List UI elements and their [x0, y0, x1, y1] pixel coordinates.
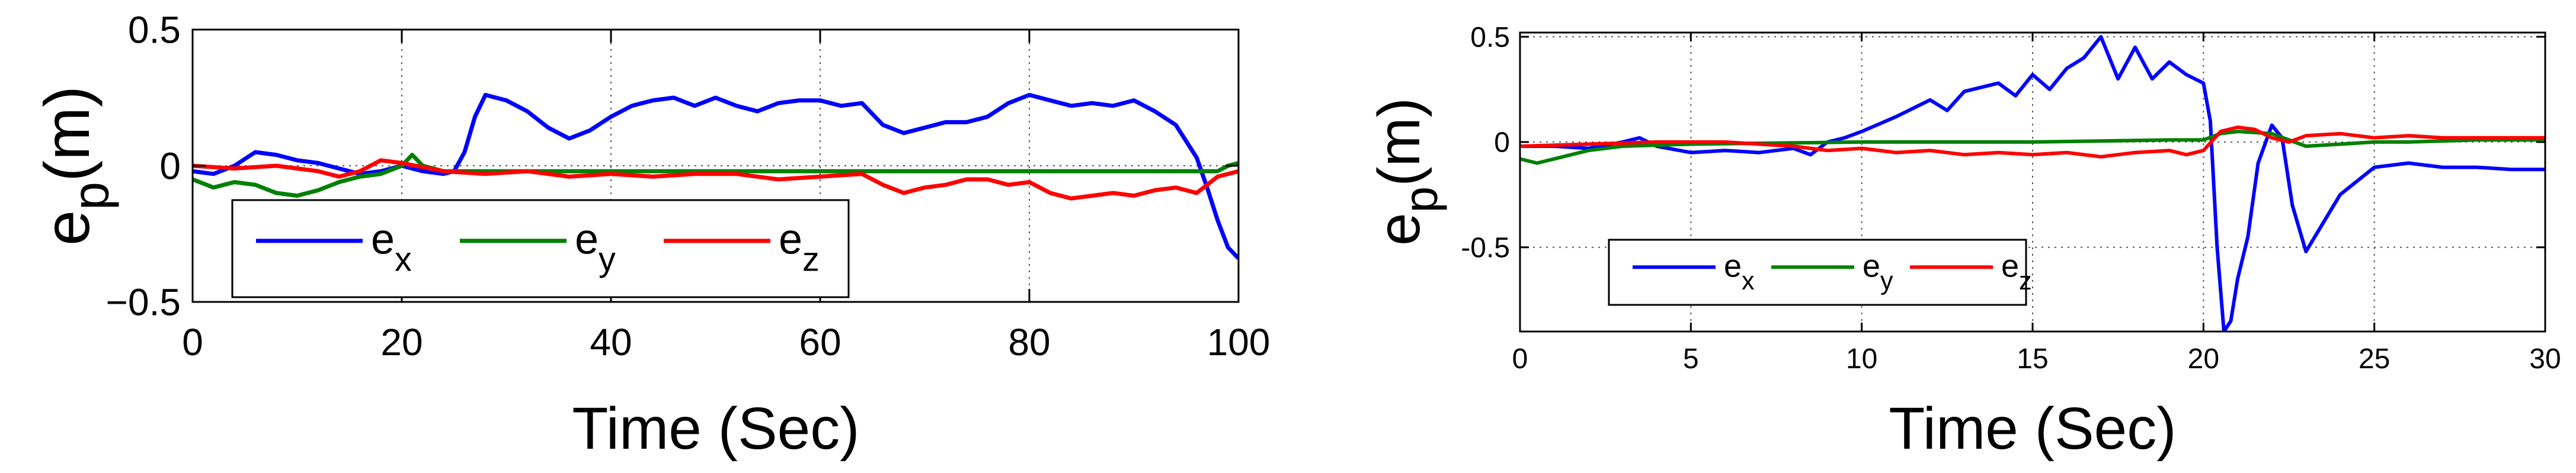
- x-tick-label: 40: [590, 321, 632, 363]
- y-tick-label: 0.5: [1470, 22, 1510, 53]
- x-tick-label: 30: [2529, 343, 2561, 375]
- y-axis-label: ep(m): [1366, 98, 1447, 246]
- series-line-ez: [1520, 126, 2545, 159]
- x-tick-label: 20: [380, 321, 423, 363]
- y-tick-label: −0.5: [106, 281, 181, 323]
- series-line-ez: [193, 158, 1239, 201]
- x-tick-label: 20: [2188, 343, 2219, 375]
- legend: ex ey ez: [1608, 239, 2032, 306]
- y-tick-label: -0.5: [1461, 233, 1510, 264]
- legend-label-ey: ey: [575, 215, 616, 278]
- y-tick-label: 0: [159, 144, 181, 187]
- y-tick-label: 0.5: [128, 8, 181, 51]
- x-tick-label: 0: [1512, 343, 1528, 375]
- x-tick-label: 15: [2017, 343, 2048, 375]
- legend-label-ex: ex: [1724, 248, 1755, 295]
- legend-label-ex: ex: [371, 215, 412, 278]
- x-tick-label: 60: [799, 321, 841, 363]
- legend-box: [1608, 239, 2027, 306]
- series-line-ex: [1520, 35, 2545, 332]
- x-tick-label: 100: [1207, 321, 1271, 363]
- y-axis-label: ep(m): [31, 86, 119, 246]
- legend-label-ez: ez: [2001, 248, 2032, 295]
- legend-label-ez: ez: [779, 215, 820, 278]
- x-tick-label: 5: [1683, 343, 1699, 375]
- y-tick-label: 0: [1494, 127, 1510, 159]
- x-axis-label: Time (Sec): [1889, 395, 2176, 462]
- series-line-ey: [1520, 130, 2545, 165]
- x-axis-label: Time (Sec): [572, 395, 859, 462]
- legend-label-ey: ey: [1863, 248, 1893, 295]
- series-line-ex: [193, 92, 1239, 260]
- x-tick-label: 80: [1008, 321, 1050, 363]
- legend: ex ey ez: [231, 199, 850, 298]
- x-tick-label: 10: [1846, 343, 1877, 375]
- x-tick-label: 0: [182, 321, 203, 363]
- legend-box: [231, 199, 850, 298]
- x-tick-label: 25: [2359, 343, 2390, 375]
